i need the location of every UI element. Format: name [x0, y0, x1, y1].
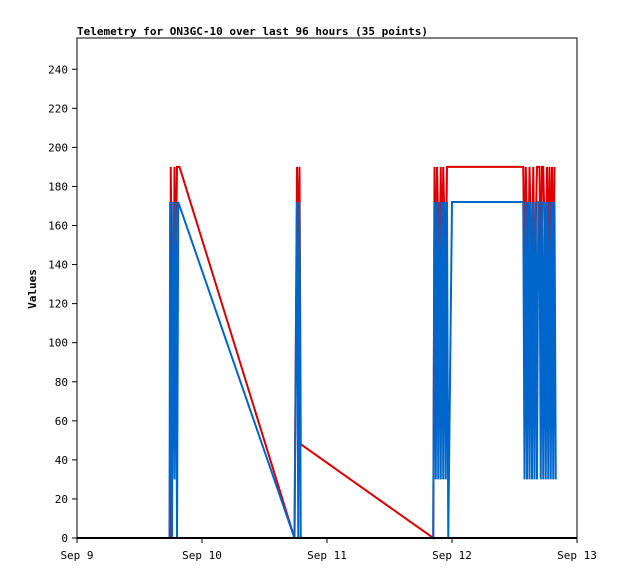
- x-tick-label: Sep 9: [60, 549, 93, 562]
- y-tick-label: 140: [48, 259, 68, 272]
- series-line-blue: [77, 201, 557, 539]
- y-tick-label: 120: [48, 298, 68, 311]
- series-line-red: [77, 165, 556, 540]
- x-tick-label: Sep 12: [432, 549, 472, 562]
- y-tick-label: 180: [48, 180, 68, 193]
- chart-title: Telemetry for ON3GC-10 over last 96 hour…: [77, 25, 428, 38]
- x-tick-label: Sep 11: [307, 549, 347, 562]
- x-axis: Sep 9 Sep 10 Sep 11 Sep 12 Sep 13: [60, 538, 597, 562]
- y-axis: 0 20 40 60 80 100 120 140 160 180 200 220 240: [48, 63, 77, 545]
- y-tick-label: 60: [55, 415, 68, 428]
- y-axis-label: Values: [26, 269, 39, 309]
- x-tick-label: Sep 10: [182, 549, 222, 562]
- y-tick-label: 100: [48, 337, 68, 350]
- y-tick-label: 240: [48, 63, 68, 76]
- y-tick-label: 40: [55, 454, 68, 467]
- series-layer: [77, 165, 557, 540]
- y-tick-label: 80: [55, 376, 68, 389]
- y-tick-label: 20: [55, 493, 68, 506]
- x-tick-label: Sep 13: [557, 549, 597, 562]
- y-tick-label: 200: [48, 141, 68, 154]
- y-tick-label: 220: [48, 102, 68, 115]
- y-tick-label: 160: [48, 220, 68, 233]
- y-tick-label: 0: [61, 532, 68, 545]
